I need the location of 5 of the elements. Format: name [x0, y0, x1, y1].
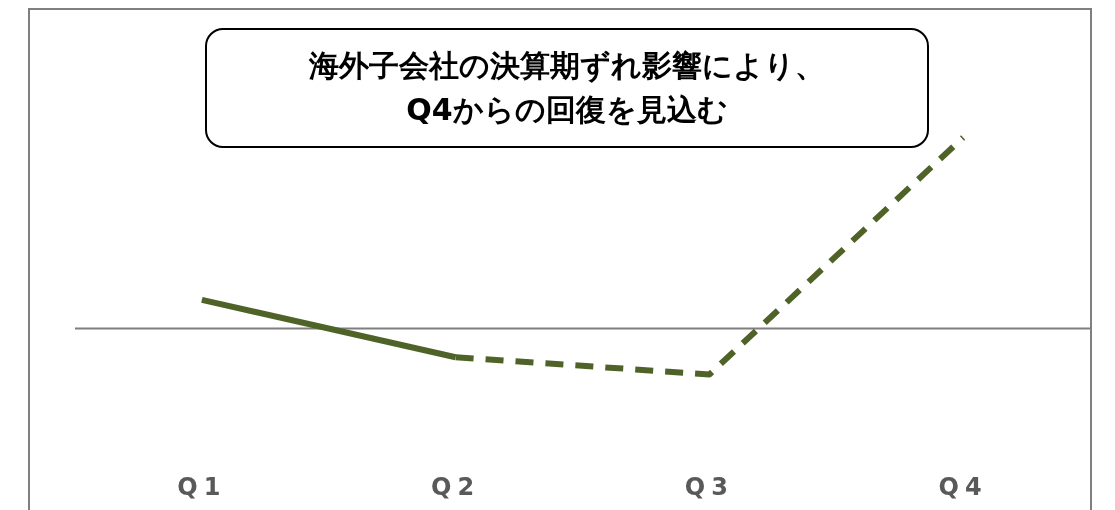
x-tick-label: Q3 [684, 473, 734, 502]
x-tick-label: Q1 [177, 473, 227, 502]
x-tick-label: Q2 [431, 473, 481, 502]
callout-box: 海外子会社の決算期ずれ影響により、 Q4からの回復を見込む [205, 28, 929, 148]
x-tick-label: Q4 [938, 473, 988, 502]
